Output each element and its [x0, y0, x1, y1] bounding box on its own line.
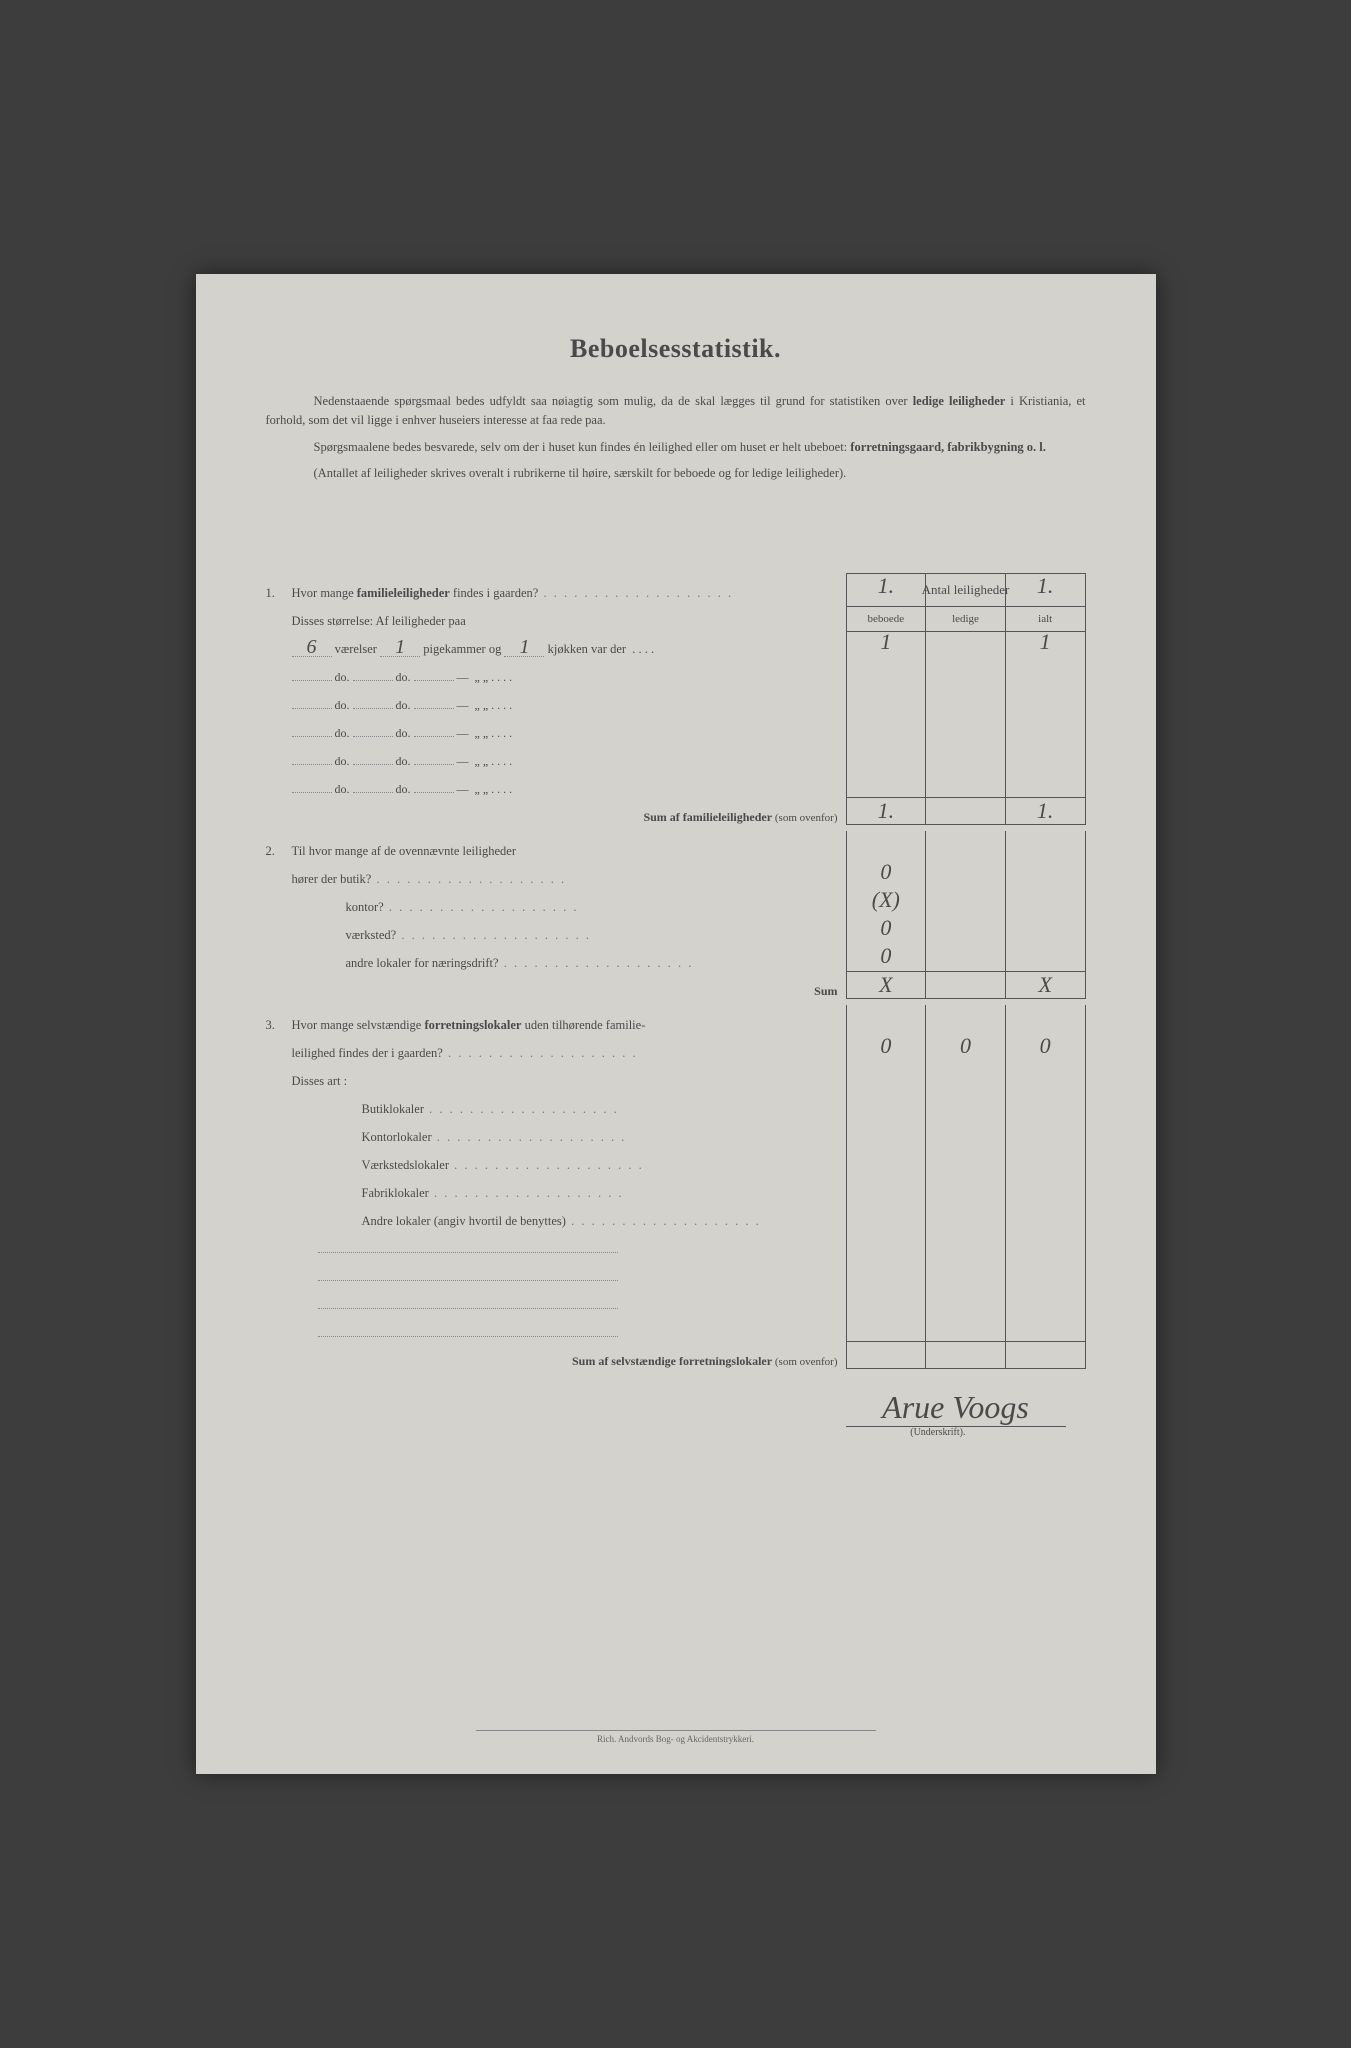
q1-do-row: do. do. — „ „ . . . . [266, 657, 1086, 685]
q2-sum-row: Sum X X [266, 971, 1086, 999]
q2-subrow: andre lokaler for næringsdrift?0 [266, 943, 1086, 971]
kjokken-value: 1 [504, 638, 544, 657]
page-title: Beboelsesstatistik. [266, 334, 1086, 364]
q2-subrow: værksted?0 [266, 915, 1086, 943]
intro-paragraph-3: (Antallet af leiligheder skrives overalt… [266, 464, 1086, 483]
q3-subrow: Værkstedslokaler [266, 1145, 1086, 1173]
q1-do-row: do. do. — „ „ . . . . [266, 741, 1086, 769]
q3-subrow: Kontorlokaler [266, 1117, 1086, 1145]
q3-subrow: Butiklokaler [266, 1089, 1086, 1117]
q2-row: 2. Til hvor mange af de ovennævnte leili… [266, 831, 1086, 859]
signature-area: Arue Voogs (Underskrift). [266, 1389, 1086, 1438]
q1-do-row: do. do. — „ „ . . . . [266, 713, 1086, 741]
signature: Arue Voogs [846, 1389, 1066, 1427]
q2-subrow: kontor?(X) [266, 887, 1086, 915]
blank-row [266, 1229, 1086, 1257]
q3-sub: Disses art : [266, 1061, 1086, 1089]
vaerelser-value: 6 [292, 638, 332, 657]
signature-label: (Underskrift). [266, 1427, 1066, 1438]
blank-row [266, 1285, 1086, 1313]
q1-ialt: 1. [1006, 573, 1085, 601]
q2-subrow: hører der butik?0 [266, 859, 1086, 887]
q1-sum-row: Sum af familieleiligheder (som ovenfor) … [266, 797, 1086, 825]
q1-row: 1. Hvor mange familieleiligheder findes … [266, 573, 1086, 601]
intro-paragraph-2: Spørgsmaalene bedes besvarede, selv om d… [266, 438, 1086, 457]
q3-row: 3. Hvor mange selvstændige forretningslo… [266, 1005, 1086, 1033]
q3-subrow: Andre lokaler (angiv hvortil de benyttes… [266, 1201, 1086, 1229]
intro-paragraph-1: Nedenstaaende spørgsmaal bedes udfyldt s… [266, 392, 1086, 430]
q1-beboede: 1. [847, 573, 927, 601]
blank-row [266, 1313, 1086, 1341]
q3-row-cont: leilighed findes der i gaarden? 0 0 0 [266, 1033, 1086, 1061]
document-page: Beboelsesstatistik. Nedenstaaende spørgs… [196, 274, 1156, 1774]
q1-ledige [926, 573, 1006, 601]
q1-do-row: do. do. — „ „ . . . . [266, 685, 1086, 713]
printer-footer: Rich. Andvords Bog- og Akcidentstrykkeri… [476, 1730, 876, 1744]
pigekammer-value: 1 [380, 638, 420, 657]
viewport: Beboelsesstatistik. Nedenstaaende spørgs… [0, 0, 1351, 2048]
q3-subrow: Fabriklokaler [266, 1173, 1086, 1201]
q1-subheader: Disses størrelse: Af leiligheder paa [266, 601, 1086, 629]
q1-do-row: do. do. — „ „ . . . . [266, 769, 1086, 797]
blank-row [266, 1257, 1086, 1285]
q3-sum-row: Sum af selvstændige forretningslokaler (… [266, 1341, 1086, 1369]
form-table: Antal leiligheder beboede ledige ialt 1.… [266, 573, 1086, 1369]
q1-size-row-1: 6 værelser 1 pigekammer og 1 kjøkken var… [266, 629, 1086, 657]
